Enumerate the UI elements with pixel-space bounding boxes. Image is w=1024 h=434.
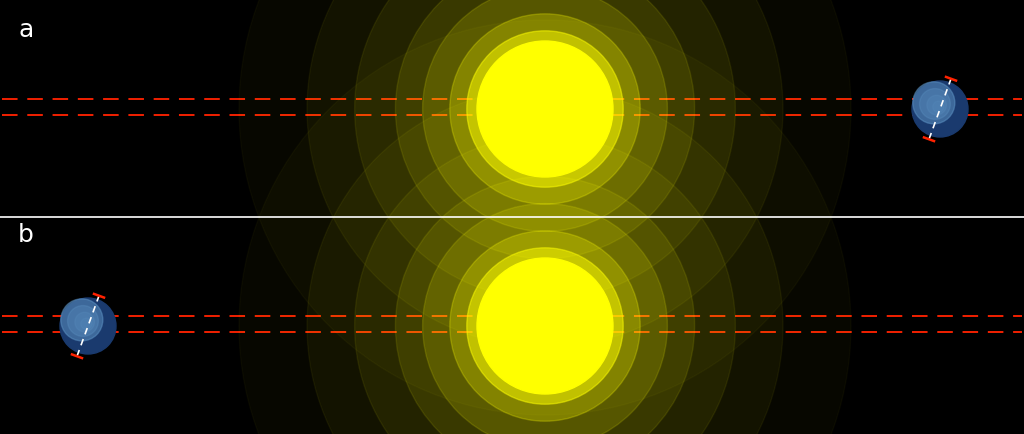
Circle shape	[467, 31, 624, 187]
Circle shape	[307, 0, 783, 347]
Circle shape	[920, 89, 950, 119]
Circle shape	[354, 0, 735, 299]
Circle shape	[933, 101, 944, 112]
Circle shape	[477, 41, 613, 177]
Text: b: b	[18, 223, 34, 247]
Text: a: a	[18, 18, 33, 42]
Circle shape	[423, 204, 668, 434]
Circle shape	[927, 95, 946, 115]
Circle shape	[395, 0, 694, 259]
Circle shape	[912, 81, 968, 137]
Circle shape	[60, 298, 116, 354]
Circle shape	[395, 176, 694, 434]
Circle shape	[450, 14, 640, 204]
Circle shape	[467, 248, 624, 404]
Circle shape	[477, 258, 613, 394]
Circle shape	[75, 312, 94, 332]
Circle shape	[354, 135, 735, 434]
Circle shape	[307, 88, 783, 434]
Circle shape	[912, 82, 954, 124]
Circle shape	[450, 231, 640, 421]
Circle shape	[68, 306, 98, 336]
Circle shape	[60, 299, 102, 341]
Circle shape	[81, 318, 92, 329]
Circle shape	[423, 0, 668, 231]
